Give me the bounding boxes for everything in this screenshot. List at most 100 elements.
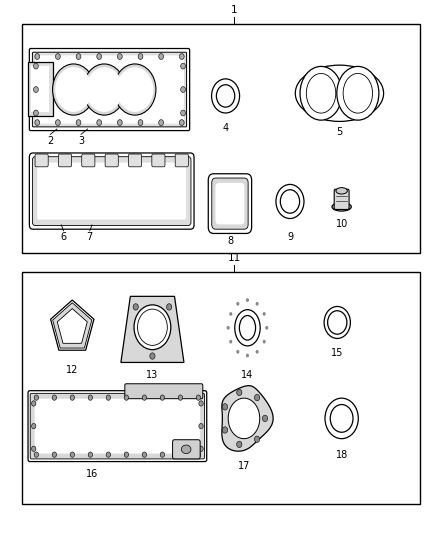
Bar xyxy=(22,24,420,253)
Circle shape xyxy=(223,403,228,410)
Circle shape xyxy=(265,326,268,329)
Circle shape xyxy=(180,63,186,69)
FancyBboxPatch shape xyxy=(125,384,203,399)
Circle shape xyxy=(142,395,147,400)
Text: 5: 5 xyxy=(336,127,343,137)
FancyBboxPatch shape xyxy=(30,393,205,459)
Circle shape xyxy=(280,190,300,213)
FancyBboxPatch shape xyxy=(173,440,200,459)
Circle shape xyxy=(34,110,39,116)
Circle shape xyxy=(263,340,266,344)
Circle shape xyxy=(53,64,95,115)
Circle shape xyxy=(114,64,156,115)
Circle shape xyxy=(117,67,153,112)
Text: 4: 4 xyxy=(223,123,229,133)
Circle shape xyxy=(229,340,232,343)
Circle shape xyxy=(88,395,92,400)
Text: 8: 8 xyxy=(227,236,233,246)
Circle shape xyxy=(138,120,143,125)
Circle shape xyxy=(229,312,232,316)
Circle shape xyxy=(52,395,57,400)
Circle shape xyxy=(180,86,186,93)
Circle shape xyxy=(97,54,102,59)
Circle shape xyxy=(133,304,138,310)
Circle shape xyxy=(160,395,165,400)
Circle shape xyxy=(88,452,92,457)
Text: 2: 2 xyxy=(47,136,53,146)
Circle shape xyxy=(160,452,165,457)
Ellipse shape xyxy=(239,316,255,340)
Polygon shape xyxy=(222,385,273,451)
Circle shape xyxy=(216,85,235,107)
Circle shape xyxy=(223,427,228,433)
Polygon shape xyxy=(121,296,184,362)
Circle shape xyxy=(86,67,123,112)
Circle shape xyxy=(70,452,74,457)
FancyBboxPatch shape xyxy=(35,399,200,454)
Text: 15: 15 xyxy=(331,348,343,358)
Circle shape xyxy=(83,64,125,115)
Circle shape xyxy=(226,326,230,329)
Circle shape xyxy=(34,452,39,457)
Ellipse shape xyxy=(337,67,379,120)
FancyBboxPatch shape xyxy=(32,157,191,225)
Circle shape xyxy=(56,120,60,125)
Circle shape xyxy=(237,350,239,354)
Text: 1: 1 xyxy=(231,5,238,15)
FancyBboxPatch shape xyxy=(128,154,141,167)
Text: 9: 9 xyxy=(287,232,293,242)
Circle shape xyxy=(196,452,201,457)
Polygon shape xyxy=(57,309,87,343)
FancyBboxPatch shape xyxy=(29,49,190,131)
Polygon shape xyxy=(51,300,94,350)
Circle shape xyxy=(254,436,260,442)
Circle shape xyxy=(212,79,240,113)
Ellipse shape xyxy=(181,445,191,454)
Circle shape xyxy=(117,54,122,59)
Text: 6: 6 xyxy=(60,232,67,243)
Circle shape xyxy=(325,398,358,439)
Bar xyxy=(22,272,420,504)
Circle shape xyxy=(178,452,183,457)
Circle shape xyxy=(263,312,266,316)
FancyBboxPatch shape xyxy=(175,154,188,167)
Circle shape xyxy=(117,120,122,125)
Circle shape xyxy=(134,305,171,350)
Circle shape xyxy=(106,395,110,400)
Circle shape xyxy=(32,401,36,406)
Circle shape xyxy=(76,120,81,125)
Circle shape xyxy=(246,354,249,357)
Circle shape xyxy=(237,441,242,448)
FancyBboxPatch shape xyxy=(212,178,248,229)
Circle shape xyxy=(180,120,184,125)
Circle shape xyxy=(328,311,347,334)
Circle shape xyxy=(237,302,239,305)
Circle shape xyxy=(138,54,143,59)
Circle shape xyxy=(256,302,258,305)
Circle shape xyxy=(124,452,129,457)
FancyBboxPatch shape xyxy=(35,55,184,124)
FancyBboxPatch shape xyxy=(208,174,251,233)
Circle shape xyxy=(32,446,36,451)
Circle shape xyxy=(106,452,110,457)
Circle shape xyxy=(262,415,268,422)
Circle shape xyxy=(55,67,92,112)
Circle shape xyxy=(159,54,163,59)
Circle shape xyxy=(330,405,353,432)
FancyBboxPatch shape xyxy=(152,154,165,167)
Text: 11: 11 xyxy=(228,253,241,263)
Circle shape xyxy=(246,298,249,302)
Circle shape xyxy=(196,395,201,400)
Circle shape xyxy=(52,452,57,457)
Circle shape xyxy=(70,395,74,400)
Circle shape xyxy=(180,110,186,116)
Text: 12: 12 xyxy=(66,365,78,375)
Circle shape xyxy=(34,86,39,93)
Circle shape xyxy=(199,423,203,429)
Text: 17: 17 xyxy=(238,461,250,471)
Circle shape xyxy=(256,350,258,354)
Polygon shape xyxy=(57,309,87,343)
Circle shape xyxy=(237,389,242,395)
Text: 16: 16 xyxy=(86,469,98,479)
Circle shape xyxy=(254,394,260,401)
